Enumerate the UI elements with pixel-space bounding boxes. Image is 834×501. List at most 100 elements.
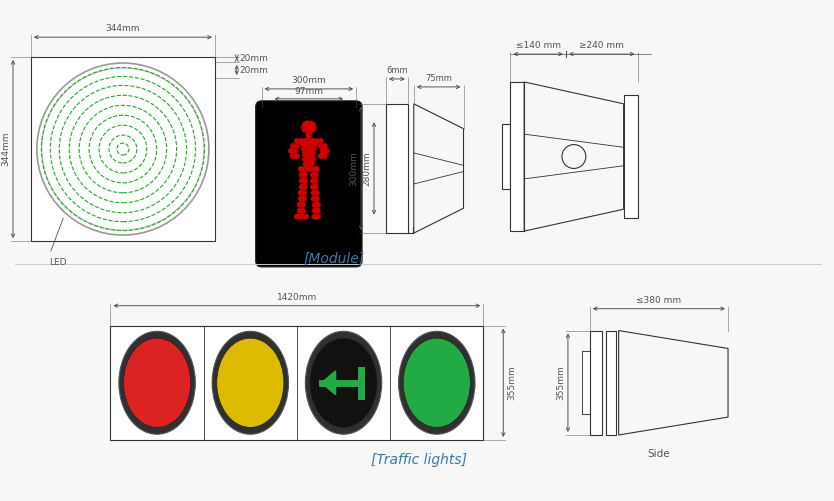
Circle shape [299,190,304,195]
Ellipse shape [217,338,284,427]
Circle shape [302,196,306,201]
Circle shape [303,178,307,183]
Circle shape [299,173,304,177]
Ellipse shape [305,331,382,434]
Text: LED: LED [49,259,67,268]
Bar [31,57,215,241]
Circle shape [303,157,307,161]
Circle shape [310,173,315,177]
Ellipse shape [310,338,377,427]
Circle shape [305,129,309,133]
Text: 6mm: 6mm [386,66,408,75]
Circle shape [308,127,313,131]
Ellipse shape [399,331,475,434]
Circle shape [299,184,304,189]
Circle shape [314,178,318,183]
Ellipse shape [403,338,470,427]
Text: Side: Side [648,449,671,459]
Circle shape [310,167,315,171]
Circle shape [300,208,305,213]
Circle shape [312,147,316,151]
Circle shape [294,139,299,143]
Circle shape [294,214,299,219]
FancyBboxPatch shape [256,101,362,267]
Circle shape [307,142,311,146]
Circle shape [314,196,319,201]
Circle shape [302,190,306,195]
Circle shape [302,147,306,151]
Circle shape [310,178,315,183]
Circle shape [313,208,317,213]
Circle shape [307,157,311,161]
Text: 280mm: 280mm [362,151,371,186]
Ellipse shape [212,331,289,434]
Text: 344mm: 344mm [1,132,10,166]
Circle shape [293,149,297,153]
Circle shape [289,149,294,153]
Circle shape [303,167,307,171]
Bar [386,104,408,233]
Circle shape [310,127,315,132]
Circle shape [312,196,316,201]
Circle shape [303,139,307,143]
Circle shape [308,121,313,126]
Circle shape [302,125,306,129]
Circle shape [298,214,302,219]
Circle shape [315,202,320,207]
Bar [502,124,510,189]
Circle shape [305,127,310,131]
Text: 355mm: 355mm [556,365,565,400]
Circle shape [304,142,309,146]
Circle shape [305,121,309,126]
Text: 97mm: 97mm [294,87,324,96]
Circle shape [312,190,316,195]
Circle shape [309,142,314,146]
Circle shape [303,127,307,132]
Text: 300mm: 300mm [349,151,358,186]
Circle shape [314,190,319,195]
Bar [110,326,484,440]
Circle shape [314,139,319,143]
Text: 344mm: 344mm [106,24,140,33]
Circle shape [304,214,309,219]
Circle shape [319,144,323,148]
Circle shape [307,139,311,143]
Bar [624,95,637,218]
Circle shape [313,142,317,146]
Circle shape [320,149,325,153]
Circle shape [305,123,310,128]
Circle shape [291,154,295,158]
Circle shape [299,196,304,201]
Circle shape [303,123,307,127]
Text: 1420mm: 1420mm [277,293,317,302]
Circle shape [313,202,317,207]
Bar [605,331,615,435]
Circle shape [294,154,299,158]
Circle shape [308,123,313,128]
Bar [510,82,525,231]
Circle shape [300,214,305,219]
Text: [Traffic lights]: [Traffic lights] [371,453,467,467]
Circle shape [323,144,327,148]
Circle shape [294,144,299,148]
Circle shape [299,178,304,183]
Circle shape [291,144,295,148]
Circle shape [300,142,305,146]
Bar [590,331,602,435]
Circle shape [315,208,320,213]
Text: ≥240 mm: ≥240 mm [580,41,624,50]
Circle shape [300,202,305,207]
Circle shape [323,154,327,158]
Circle shape [307,132,311,136]
Circle shape [319,139,323,143]
Text: 300mm: 300mm [292,76,326,85]
Circle shape [314,173,318,177]
Circle shape [299,139,304,143]
Text: [Module]: [Module] [304,252,364,266]
Circle shape [310,123,315,127]
Circle shape [304,125,309,129]
Circle shape [324,149,329,153]
Circle shape [303,152,307,156]
Circle shape [307,162,311,166]
Text: ≤140 mm: ≤140 mm [515,41,560,50]
